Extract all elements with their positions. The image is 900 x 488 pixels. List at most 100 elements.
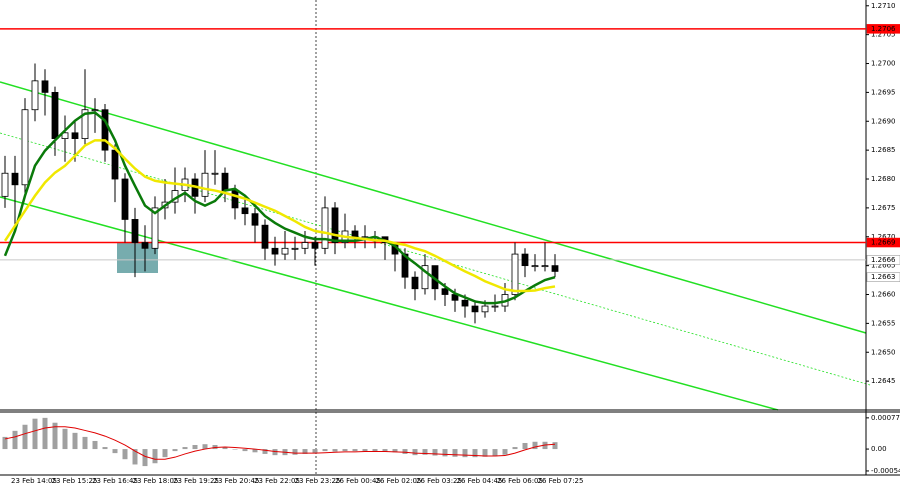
y-tick-label: 1.2685 — [871, 146, 896, 154]
macd-bar — [512, 447, 518, 450]
candle-body — [421, 265, 429, 290]
y-tick-label: 1.2645 — [871, 377, 896, 385]
y-tick-label: 1.2655 — [871, 319, 896, 327]
candle-body — [261, 224, 269, 249]
macd-signal — [4, 426, 556, 460]
candle-body — [281, 247, 289, 255]
macd-bar — [172, 449, 178, 452]
y-tick-label: 1.2660 — [871, 291, 896, 299]
macd-bar — [522, 442, 528, 450]
macd-bar — [222, 447, 228, 450]
y-tick-label: 1.2650 — [871, 348, 896, 356]
macd-bar — [232, 449, 238, 450]
x-tick-label: 26 Feb 06:05 — [497, 477, 543, 485]
macd-bar — [12, 430, 18, 450]
macd-bar — [342, 449, 348, 452]
price-label-box — [866, 237, 900, 248]
macd-bar — [502, 449, 508, 455]
macd-bar — [432, 449, 438, 456]
x-tick-label: 26 Feb 07:25 — [538, 477, 584, 485]
price-label: 1.2663 — [871, 273, 896, 281]
macd-bar — [412, 449, 418, 456]
candle-body — [51, 91, 59, 139]
candle-body — [121, 178, 129, 220]
macd-bar — [112, 449, 118, 454]
candle-body — [481, 305, 489, 313]
y-tick-label: 1.2695 — [871, 88, 896, 96]
macd-bar — [92, 440, 98, 450]
candle-body — [151, 207, 159, 249]
macd-bar — [32, 418, 38, 450]
macd-bar — [462, 449, 468, 458]
y-tick-label: 0.00077 — [871, 414, 900, 422]
candle-body — [241, 207, 249, 215]
x-tick-label: 23 Feb 22:05 — [254, 477, 300, 485]
y-tick-label: 1.2700 — [871, 60, 896, 68]
candle-body — [211, 172, 219, 175]
y-tick-label: 1.2680 — [871, 175, 896, 183]
candle-body — [351, 230, 359, 238]
macd-bar — [472, 449, 478, 458]
price-label-box — [866, 272, 900, 282]
macd-bar — [302, 449, 308, 454]
candle-body — [271, 247, 279, 255]
candle-body — [531, 265, 539, 268]
macd-bar — [132, 449, 138, 465]
x-tick-label: 26 Feb 04:45 — [457, 477, 503, 485]
x-tick-label: 26 Feb 02:05 — [376, 477, 422, 485]
candle-body — [141, 242, 149, 249]
y-tick-label: 1.2670 — [871, 233, 896, 241]
candle-body — [41, 80, 49, 93]
macd-bar — [262, 449, 268, 454]
candle-body — [511, 253, 519, 295]
price-label-box — [866, 255, 900, 265]
x-tick-label: 23 Feb 20:45 — [214, 477, 260, 485]
macd-bar — [452, 449, 458, 457]
highlight-zone — [117, 243, 158, 273]
candle-body — [231, 190, 239, 209]
macd-bar — [532, 441, 538, 450]
candle-body — [331, 207, 339, 243]
candle-body — [541, 265, 549, 268]
macd-bar — [362, 449, 368, 452]
y-tick-label: 1.2665 — [871, 262, 896, 270]
candle-body — [1, 172, 9, 197]
macd-bar — [272, 449, 278, 456]
candle-body — [521, 253, 529, 267]
channel-mid — [0, 132, 871, 386]
candle-body — [221, 172, 229, 191]
candle-body — [131, 219, 139, 243]
macd-bar — [252, 449, 258, 453]
macd-bar — [392, 449, 398, 453]
y-tick-label: 1.2675 — [871, 204, 896, 212]
macd-bar — [2, 436, 8, 450]
candle-body — [551, 265, 559, 272]
price-label: 1.2666 — [871, 256, 896, 264]
candle-body — [201, 172, 209, 197]
macd-bar — [22, 424, 28, 450]
candle-body — [31, 80, 39, 111]
y-tick-label: 1.2710 — [871, 2, 896, 10]
macd-bar — [192, 445, 198, 450]
macd-bar — [122, 449, 128, 460]
y-tick-label: 1.2690 — [871, 117, 896, 125]
candle-body — [111, 149, 119, 180]
y-tick-label: 0.00 — [871, 445, 887, 453]
price-label: 1.2669 — [871, 239, 896, 247]
candle-body — [291, 247, 299, 250]
macd-bar — [442, 449, 448, 457]
candle-body — [321, 207, 329, 249]
candle-body — [491, 305, 499, 308]
macd-bar — [142, 449, 148, 467]
macd-bar — [372, 449, 378, 452]
macd-bar — [42, 417, 48, 450]
x-tick-label: 23 Feb 18:05 — [133, 477, 179, 485]
x-tick-label: 26 Feb 00:45 — [335, 477, 381, 485]
candle-body — [91, 109, 99, 112]
x-tick-label: 26 Feb 03:25 — [416, 477, 462, 485]
y-tick-label: 1.2705 — [871, 31, 896, 39]
candle-body — [21, 109, 29, 186]
candle-body — [471, 305, 479, 313]
macd-bar — [82, 436, 88, 450]
